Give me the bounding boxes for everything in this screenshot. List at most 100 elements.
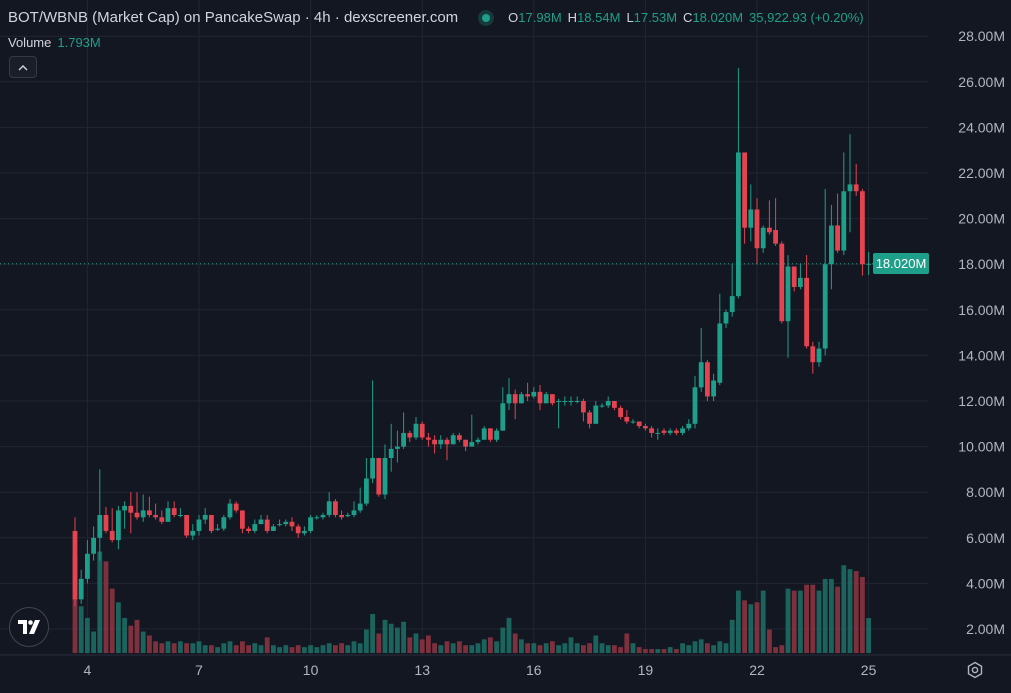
- candle-body: [717, 323, 723, 383]
- volume-bar: [450, 643, 456, 653]
- volume-bar: [574, 643, 580, 653]
- candle-body: [78, 578, 84, 600]
- volume-bar: [612, 645, 617, 653]
- volume-bar: [314, 647, 320, 653]
- volume-bar: [562, 643, 568, 653]
- candle-body: [233, 503, 239, 511]
- volume-bar: [494, 641, 499, 653]
- candle-body: [469, 442, 475, 447]
- candle-body: [674, 430, 679, 433]
- chart-header: BOT/WBNB (Market Cap) on PancakeSwap · 4…: [8, 9, 864, 26]
- y-tick-label: 2.00M: [966, 621, 1005, 637]
- volume-bar: [643, 649, 648, 653]
- volume-bar: [171, 643, 177, 653]
- volume-bar: [116, 602, 121, 653]
- candle-body: [649, 428, 654, 433]
- ohlc-readout: O17.98M H18.54M L17.53M C18.020M 35,922.…: [508, 10, 863, 25]
- volume-label: Volume: [8, 35, 52, 50]
- y-tick-label: 18.00M: [958, 256, 1005, 272]
- volume-bar: [215, 647, 220, 653]
- y-tick-label: 4.00M: [966, 575, 1005, 591]
- volume-bar: [320, 645, 326, 653]
- y-tick-label: 24.00M: [958, 119, 1005, 135]
- volume-bar: [692, 641, 698, 653]
- candle-body: [581, 401, 586, 413]
- volume-bar: [674, 649, 679, 653]
- candle-body: [475, 439, 481, 443]
- candle-body: [655, 432, 661, 434]
- candle-body: [314, 517, 320, 519]
- volume-bar: [636, 647, 642, 653]
- candle-body: [711, 380, 716, 397]
- settings-gear-icon[interactable]: [966, 661, 984, 679]
- volume-bar: [134, 619, 140, 653]
- x-tick-label: 16: [526, 662, 542, 678]
- volume-bar: [767, 629, 772, 653]
- volume-bar: [841, 565, 847, 653]
- live-status-dot-icon: [482, 13, 491, 22]
- candle-body: [91, 537, 96, 554]
- volume-bar: [339, 643, 344, 653]
- volume-bar: [512, 633, 518, 653]
- volume-legend: Volume 1.793M: [8, 35, 101, 50]
- volume-bar: [785, 588, 791, 653]
- chevron-up-icon: [18, 64, 28, 70]
- volume-bar: [686, 645, 692, 653]
- volume-bar: [475, 643, 481, 653]
- close-value: 18.020M: [692, 10, 744, 25]
- volume-bar: [221, 643, 227, 653]
- volume-bar: [748, 604, 754, 653]
- candle-body: [351, 510, 357, 515]
- candle-body: [698, 362, 704, 388]
- volume-bar: [147, 635, 152, 653]
- volume-bar: [525, 643, 530, 653]
- volume-bar: [333, 645, 338, 653]
- x-tick-label: 25: [861, 662, 877, 678]
- y-tick-label: 12.00M: [958, 393, 1005, 409]
- candle-body: [357, 503, 363, 511]
- volume-bar: [376, 633, 382, 653]
- volume-bar: [426, 635, 431, 653]
- volume-bar: [128, 625, 134, 653]
- change-value: 35,922.93 (+0.20%): [749, 10, 864, 25]
- volume-bar: [370, 614, 375, 653]
- candle-body: [767, 227, 772, 233]
- y-tick-label: 28.00M: [958, 28, 1005, 44]
- low-key: L: [626, 10, 634, 25]
- volume-bar: [655, 649, 661, 653]
- candle-body: [364, 478, 369, 504]
- tradingview-logo[interactable]: [9, 607, 49, 647]
- volume-bar: [531, 643, 537, 653]
- volume-bar: [550, 641, 555, 653]
- candle-body: [705, 362, 710, 397]
- candle-body: [531, 391, 537, 397]
- x-tick-label: 10: [303, 662, 319, 678]
- candle-body: [407, 432, 413, 438]
- candle-body: [209, 515, 214, 531]
- candle-body: [432, 439, 437, 445]
- candle-body: [345, 515, 351, 517]
- candle-body: [246, 528, 251, 531]
- volume-bar: [122, 617, 127, 653]
- candle-body: [122, 505, 127, 511]
- candle-body: [481, 428, 487, 440]
- candle-body: [376, 458, 382, 495]
- volume-bar: [457, 641, 462, 653]
- candle-body: [295, 526, 301, 534]
- volume-bar: [91, 631, 96, 653]
- volume-bar: [630, 643, 636, 653]
- candle-body: [847, 184, 853, 192]
- candle-body: [680, 428, 685, 433]
- candle-body: [810, 346, 816, 363]
- volume-bar: [184, 643, 189, 653]
- candle-body: [85, 553, 90, 579]
- candle-body: [419, 423, 425, 438]
- collapse-legend-button[interactable]: [9, 56, 37, 78]
- candle-body: [816, 348, 822, 363]
- volume-bar: [711, 645, 716, 653]
- volume-bar: [829, 578, 834, 653]
- candle-body: [401, 432, 406, 447]
- volume-bar: [271, 645, 276, 653]
- candle-body: [109, 530, 115, 541]
